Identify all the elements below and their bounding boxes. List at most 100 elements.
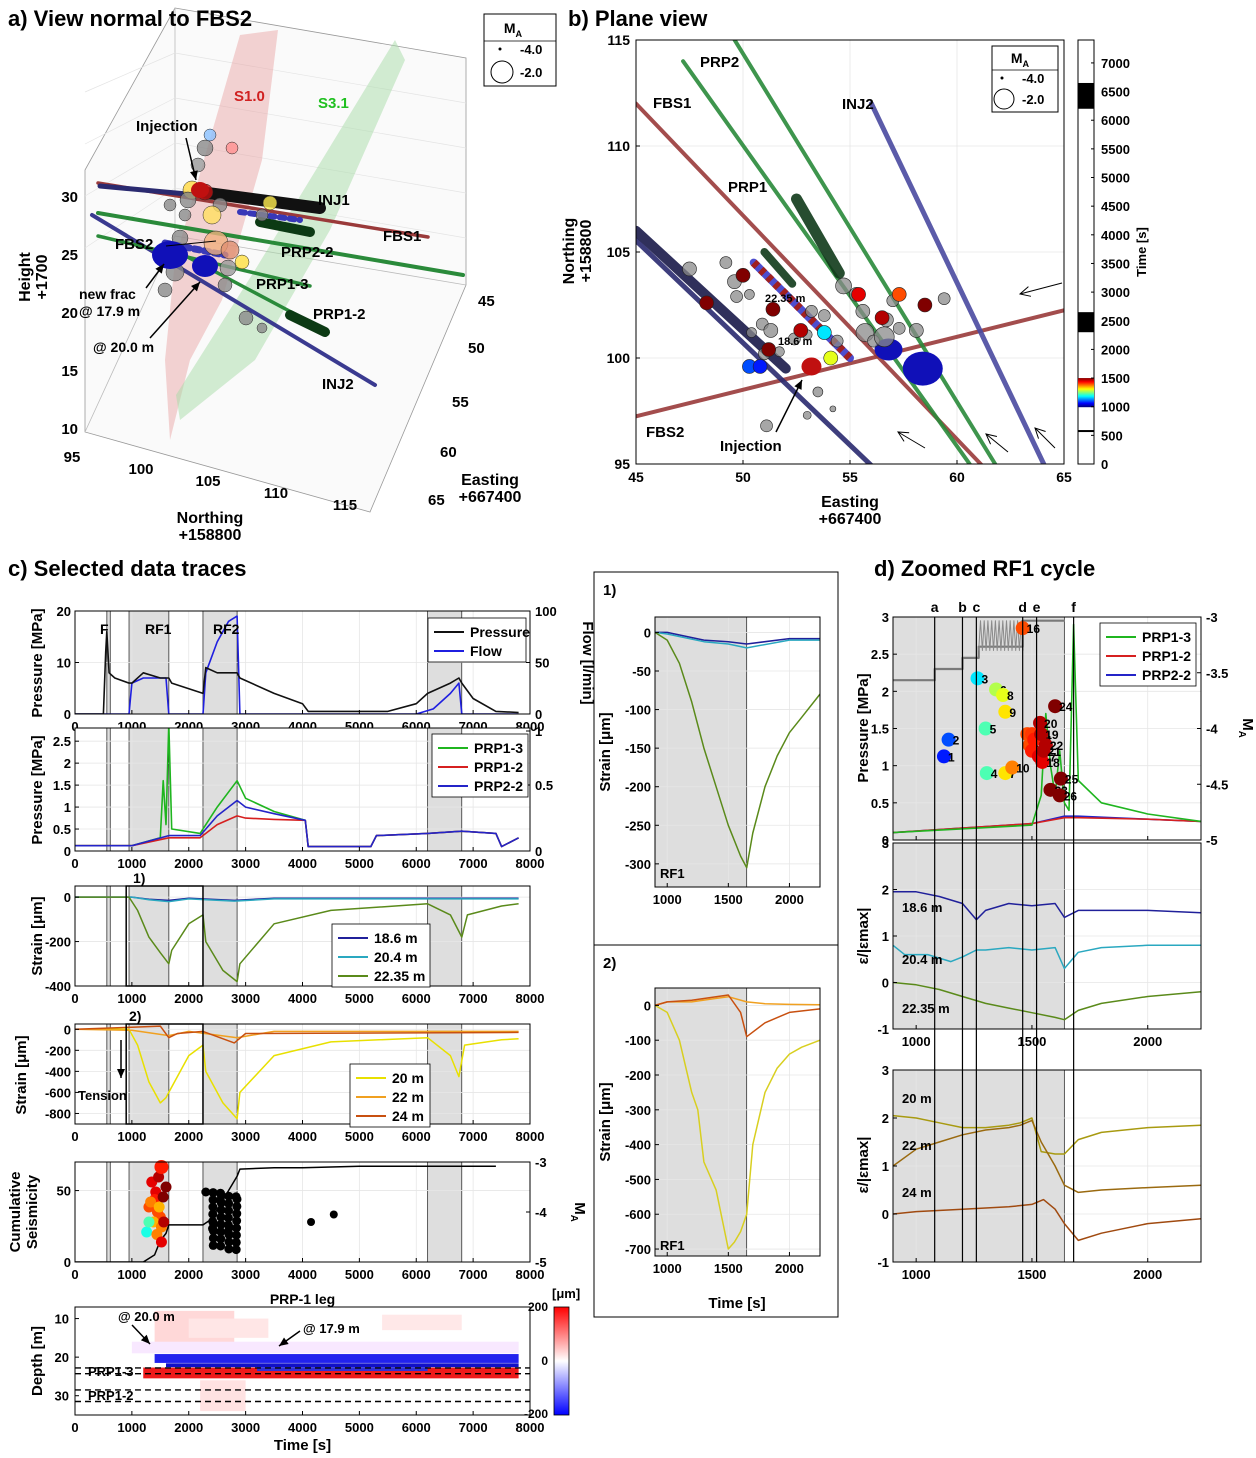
at-17_9m-label: @ 17.9 m xyxy=(303,1321,360,1336)
label-line: 8000 xyxy=(516,856,545,871)
colorbar-step xyxy=(1078,396,1094,398)
label-line: 1 xyxy=(882,929,889,944)
x-tick-label: 2000 xyxy=(174,1129,203,1144)
label-line: RF1 xyxy=(660,1238,685,1253)
y-tick-label: 20 xyxy=(57,604,71,619)
pressure-oscillation xyxy=(978,620,1024,651)
label-line: b xyxy=(958,599,967,615)
colorbar-tick-label: 500 xyxy=(1101,428,1123,443)
label-line: PRP2-2 xyxy=(1142,667,1191,683)
x-tick-label: 5000 xyxy=(345,991,374,1006)
label-line: 5000 xyxy=(345,991,374,1006)
height-tick-label: 20 xyxy=(61,305,78,322)
x-tick-label: 6000 xyxy=(402,991,431,1006)
label-line: Time [s] xyxy=(274,1437,331,1454)
prp2-label: PRP2 xyxy=(700,54,739,71)
event-marker xyxy=(155,1236,167,1248)
y-tick-label: 3 xyxy=(882,610,889,625)
y-tick-label: 0 xyxy=(64,844,71,859)
normalized-strain-line xyxy=(892,944,1201,970)
c6-title: PRP-1 leg xyxy=(270,1291,335,1307)
label-main: M xyxy=(504,20,516,36)
seismic-event xyxy=(699,295,714,311)
label-line: 2 xyxy=(64,756,71,771)
seismic-event xyxy=(937,292,951,305)
event-marker xyxy=(216,1241,226,1251)
colorbar-step xyxy=(1078,380,1094,382)
label-line: 1 xyxy=(535,724,542,739)
label-line: -600 xyxy=(625,1207,651,1222)
event-marker xyxy=(216,1227,226,1237)
label-line: -4 xyxy=(1206,722,1218,737)
event-number: 8 xyxy=(1007,689,1014,703)
event-marker xyxy=(215,1195,225,1205)
colorbar-step xyxy=(1078,383,1094,385)
label-line: 10 xyxy=(55,1312,69,1327)
event-marker xyxy=(329,1210,338,1219)
c1-tag: RF2 xyxy=(213,621,240,637)
fbs1-label: FBS1 xyxy=(653,95,691,112)
y2-tick-label: -4.5 xyxy=(1206,777,1228,792)
y-tick-label: 100 xyxy=(607,350,631,366)
label-line: 8000 xyxy=(516,1129,545,1144)
inj2-label: INJ2 xyxy=(322,376,354,393)
label-line: -4.0 xyxy=(520,42,542,57)
y-tick-label: -1 xyxy=(877,1255,889,1270)
colorbar-step xyxy=(1078,382,1094,384)
y-tick-label: -800 xyxy=(45,1106,71,1121)
label-line: 0 xyxy=(64,890,71,905)
label-line: 7000 xyxy=(459,1129,488,1144)
label-line: -4 xyxy=(535,1205,547,1220)
label-line: 1000 xyxy=(117,991,146,1006)
label-main: M xyxy=(1011,50,1023,66)
y-tick-label: 2 xyxy=(882,1111,889,1126)
a-ma-legend-large-label: -2.0 xyxy=(520,65,542,80)
label-line: 50 xyxy=(468,340,485,357)
y2-tick-label: 1 xyxy=(535,724,542,739)
seismic-event xyxy=(219,259,237,277)
label-line: 1000 xyxy=(1101,400,1130,415)
z1-ylabel: Strain [μm] xyxy=(597,712,614,791)
panel-a-title: a) View normal to FBS2 xyxy=(8,6,253,31)
seismic-event xyxy=(234,254,250,270)
label-line: FBS1 xyxy=(383,228,421,245)
x-tick-label: 3000 xyxy=(231,1420,260,1435)
colorbar-step xyxy=(1078,384,1094,387)
label-line: 1 xyxy=(882,759,889,774)
a-grid xyxy=(174,52,467,104)
label-line: 3000 xyxy=(1101,285,1130,300)
normalized-strain-line xyxy=(892,981,1202,1021)
event-marker xyxy=(998,704,1013,719)
seismic-event xyxy=(874,310,890,326)
label-line: PRP1-3 xyxy=(1142,629,1191,645)
event-marker xyxy=(231,1245,241,1255)
colorbar-step xyxy=(1078,379,1094,381)
at-20m-arrow xyxy=(149,281,201,339)
inj2-trace xyxy=(90,213,377,387)
b-ma-legend-small xyxy=(1000,76,1004,80)
d2-ylabel: ε/|εmax| xyxy=(855,908,872,965)
heatmap-cell xyxy=(154,1354,519,1363)
label-line: INJ2 xyxy=(842,96,874,113)
label-line: 6000 xyxy=(1101,113,1130,128)
easting-tick-label: 55 xyxy=(452,394,469,411)
label-line: a xyxy=(931,599,939,615)
label-line: 0 xyxy=(71,856,78,871)
event-number: 19 xyxy=(1045,728,1059,742)
colorbar-step xyxy=(1078,403,1094,405)
x-tick-label: 2000 xyxy=(775,1261,804,1276)
label-line: ε/|εmax| xyxy=(855,1137,872,1194)
x-tick-label: 6000 xyxy=(402,1129,431,1144)
x-tick-label: 1500 xyxy=(714,892,743,907)
stress-arrow-head xyxy=(1034,427,1046,439)
fbs2-label: FBS2 xyxy=(115,236,153,253)
label-line: 0 xyxy=(644,998,651,1013)
d3-series-label: 24 m xyxy=(902,1185,932,1200)
label-line: ε/|εmax| xyxy=(855,908,872,965)
x-tick-label: 0 xyxy=(71,991,78,1006)
x-tick-label: 65 xyxy=(1056,469,1072,485)
s1-label: S1.0 xyxy=(234,88,265,105)
colorbar-step xyxy=(1078,387,1094,389)
large-event xyxy=(192,255,218,277)
normalized-strain-line xyxy=(892,1114,1202,1155)
